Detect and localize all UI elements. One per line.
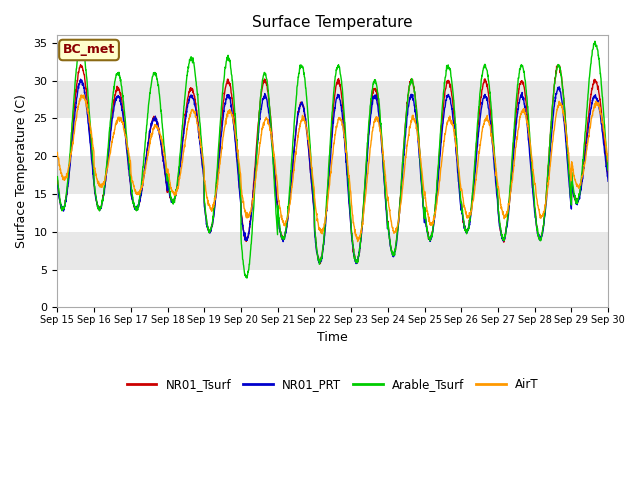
- Title: Surface Temperature: Surface Temperature: [252, 15, 413, 30]
- Bar: [58, 156, 608, 194]
- Bar: [58, 232, 608, 270]
- Y-axis label: Surface Temperature (C): Surface Temperature (C): [15, 95, 28, 248]
- Legend: NR01_Tsurf, NR01_PRT, Arable_Tsurf, AirT: NR01_Tsurf, NR01_PRT, Arable_Tsurf, AirT: [122, 373, 543, 396]
- X-axis label: Time: Time: [317, 331, 348, 344]
- Bar: [58, 81, 608, 119]
- Text: BC_met: BC_met: [63, 44, 115, 57]
